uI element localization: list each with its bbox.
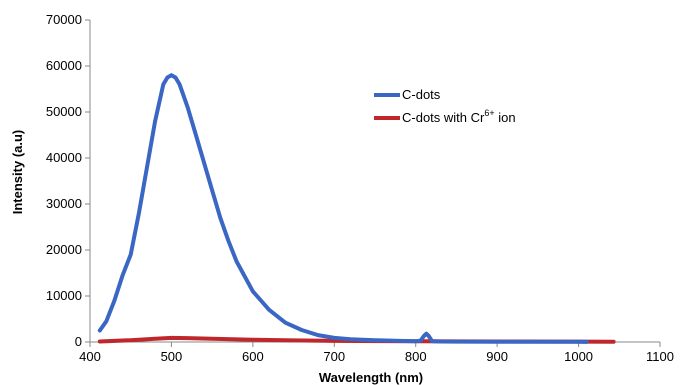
legend-label-c-dots-cr-sup: 6+ [484,108,494,118]
plot-area: 0 10000 20000 30000 40000 50000 60000 70000 400 5… [46,12,674,364]
x-tick-label: 400 [79,349,101,364]
legend-label-c-dots: C-dots [402,87,441,102]
legend-label-c-dots-cr-main: C-dots with Cr [402,110,485,125]
y-tick-label: 60000 [46,58,82,73]
y-tick-label: 50000 [46,104,82,119]
x-tick-label: 900 [486,349,508,364]
y-axis-title: Intensity (a.u) [10,130,25,215]
legend-label-c-dots-cr: C-dots with Cr6+ ion [402,108,516,125]
legend-label-c-dots-cr-suffix: ion [495,110,516,125]
x-tick-label: 1000 [564,349,593,364]
y-tick-label: 70000 [46,12,82,27]
x-tick-label: 700 [323,349,345,364]
series-line-0 [97,73,589,344]
y-tick-label: 30000 [46,196,82,211]
x-tick-label: 500 [161,349,183,364]
x-tick-label: 600 [242,349,264,364]
y-tick-label: 10000 [46,288,82,303]
x-tick-label: 800 [405,349,427,364]
y-tick-label: 20000 [46,242,82,257]
legend: C-dots C-dots with Cr6+ ion [374,87,516,125]
y-tick-label: 40000 [46,150,82,165]
x-axis-title: Wavelength (nm) [319,370,423,385]
x-tick-label: 1100 [646,349,674,364]
y-tick-label: 0 [75,334,82,349]
